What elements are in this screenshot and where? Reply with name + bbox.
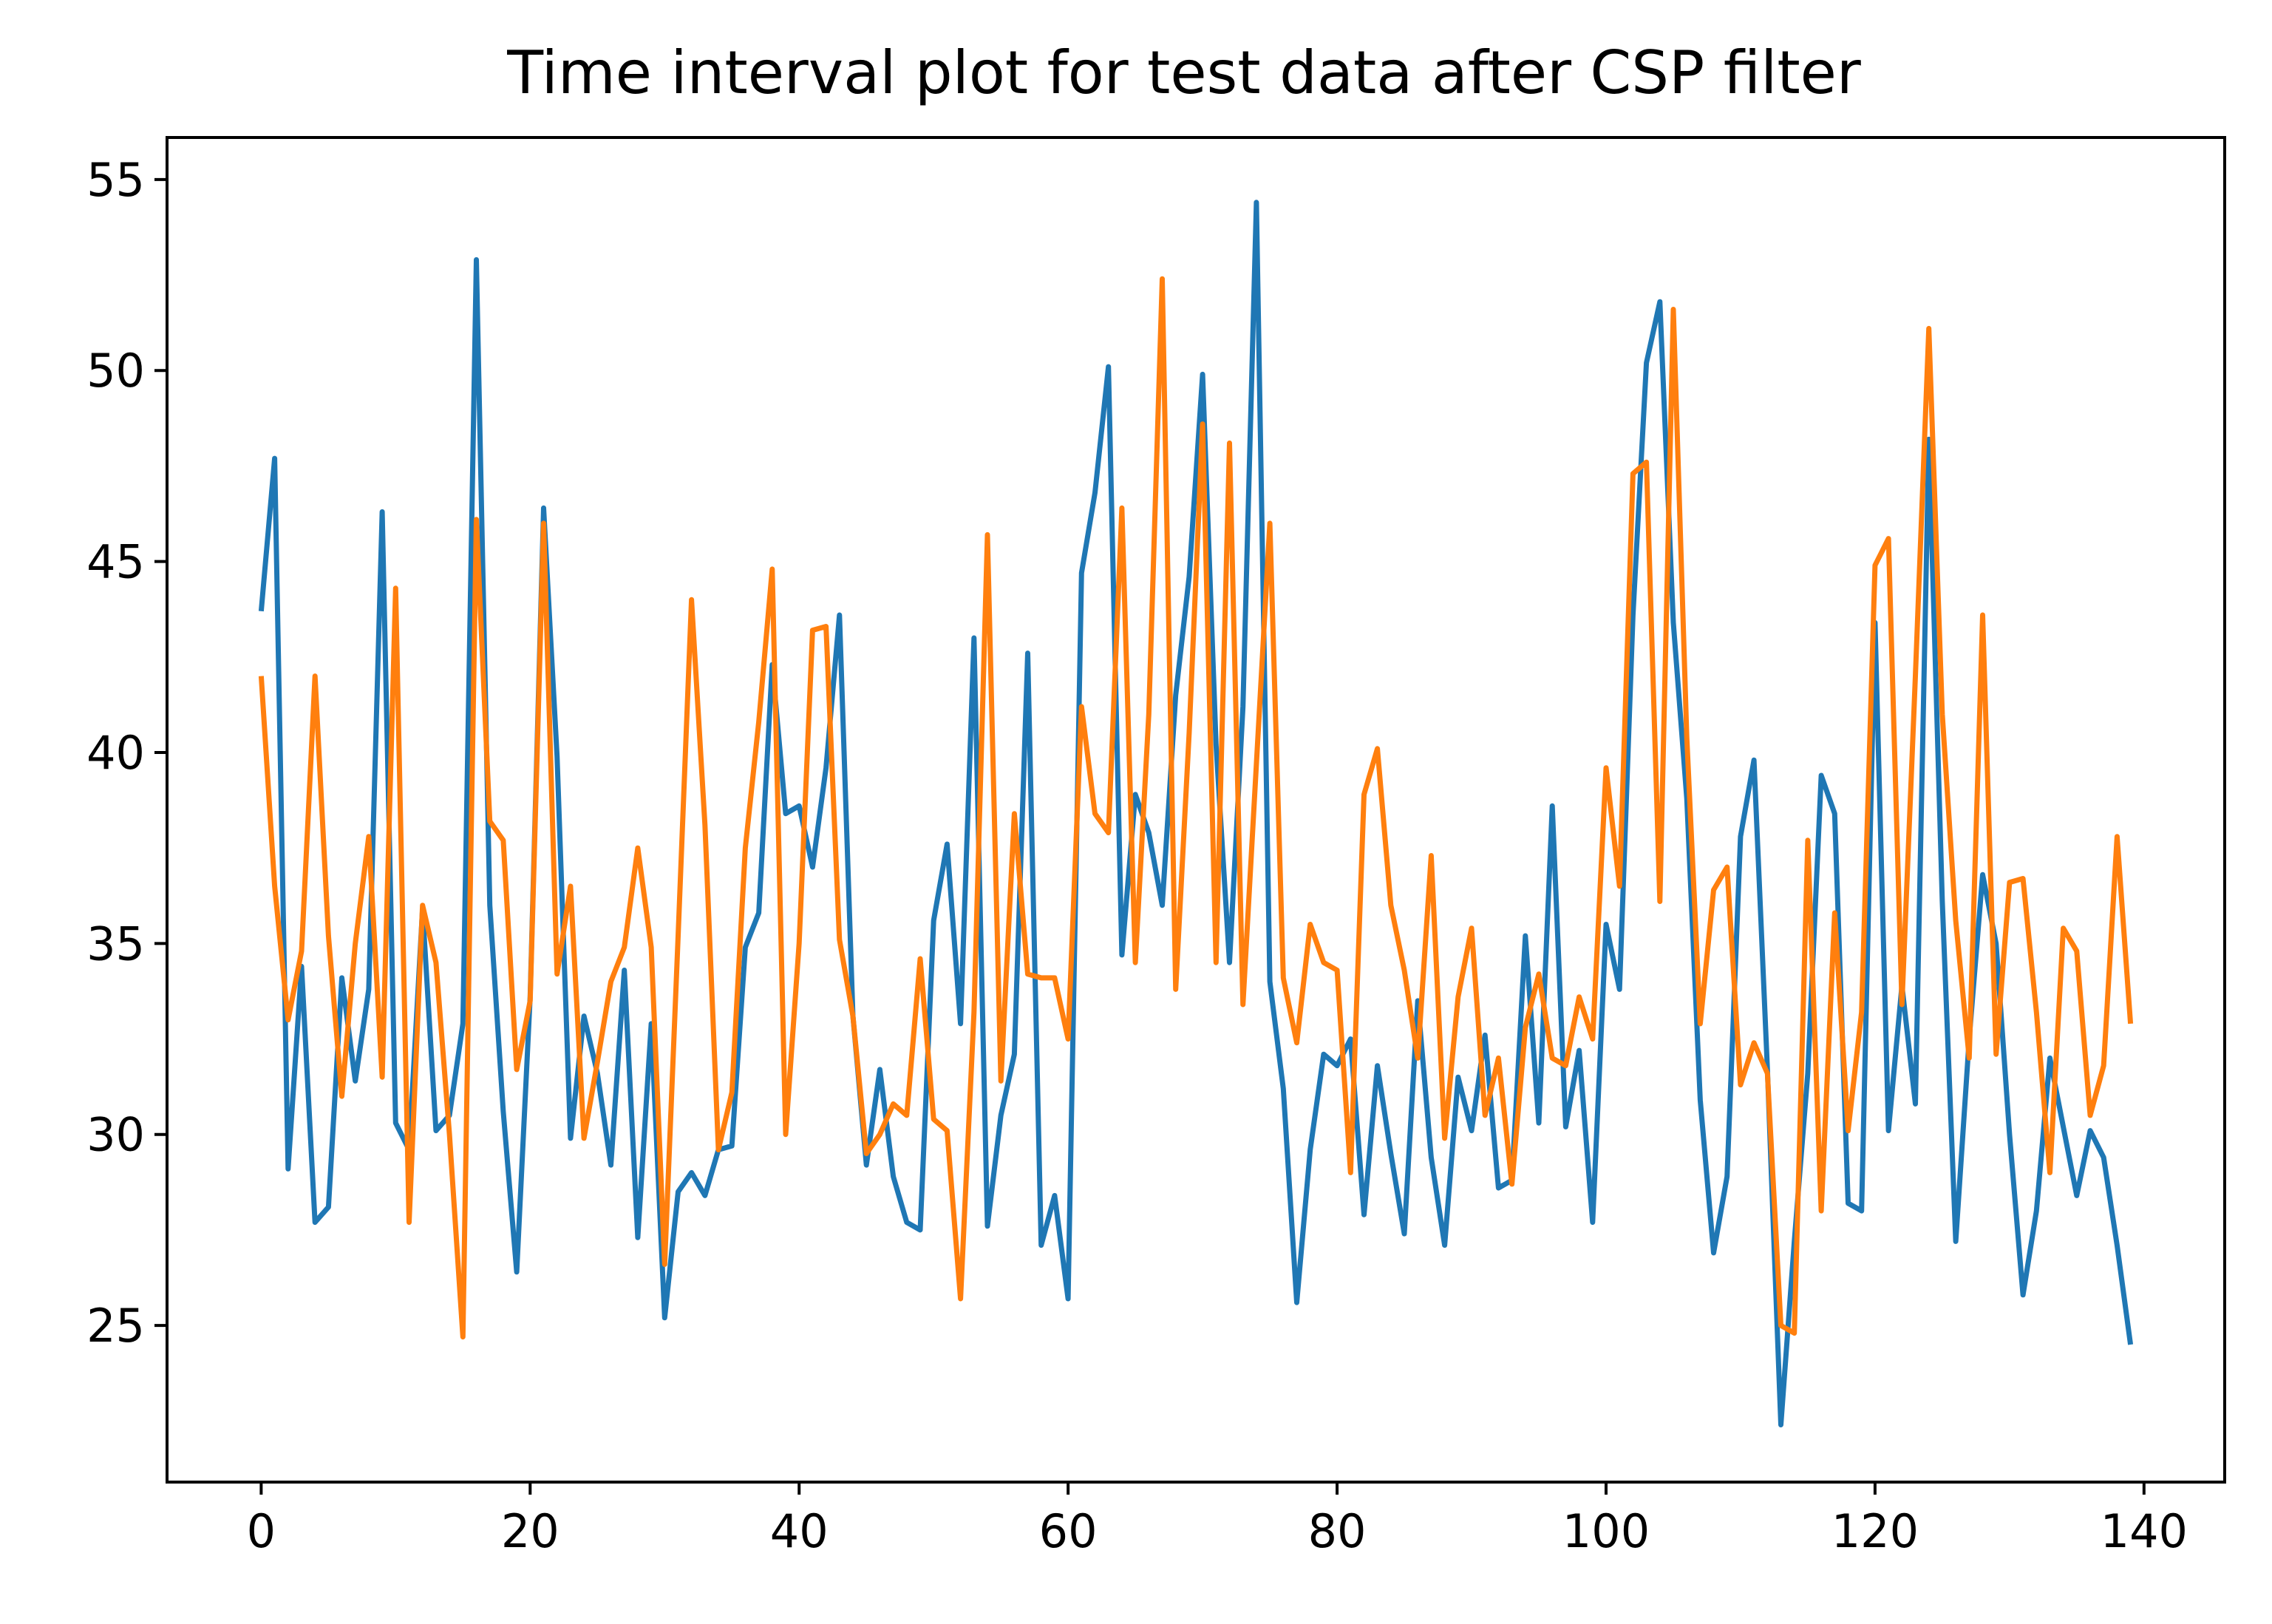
- x-tick-label: 140: [2101, 1504, 2188, 1558]
- plot-frame: [166, 136, 2226, 1484]
- y-tick-label: 50: [86, 344, 145, 398]
- y-tick-label: 55: [86, 153, 145, 207]
- chart-title: Time interval plot for test data after C…: [506, 38, 1861, 107]
- y-tick-label: 30: [86, 1108, 145, 1162]
- y-tick-label: 25: [86, 1299, 145, 1353]
- y-tick-label: 35: [86, 917, 145, 971]
- x-tick-label: 80: [1308, 1504, 1367, 1558]
- x-tick-label: 0: [247, 1504, 276, 1558]
- series-line-2: [258, 276, 2134, 1340]
- y-tick-label: 40: [86, 726, 145, 780]
- y-tick-label: 45: [86, 535, 145, 589]
- x-tick-label: 40: [770, 1504, 829, 1558]
- axes-layer: 0 20 40 60 80 100 120 140 25 30 35 40 45 50 55: [86, 136, 2226, 1558]
- x-tick-label: 100: [1562, 1504, 1650, 1558]
- series-layer: [258, 200, 2134, 1427]
- x-tick-label: 20: [501, 1504, 560, 1558]
- x-tick-label: 60: [1039, 1504, 1098, 1558]
- series-line-1: [258, 200, 2134, 1427]
- x-tick-label: 120: [1831, 1504, 1919, 1558]
